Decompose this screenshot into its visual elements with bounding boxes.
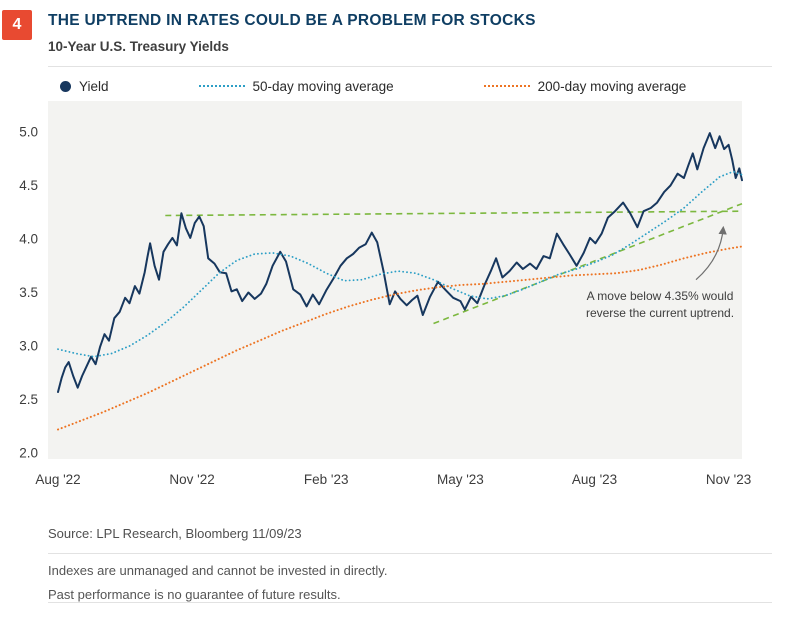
- trendline-support: [433, 202, 743, 325]
- legend-label-200day-ma: 200-day moving average: [537, 78, 687, 94]
- yield-line: [57, 132, 743, 393]
- ma200-line: [57, 245, 743, 431]
- y-tick-label: 3.0: [19, 339, 38, 354]
- chart-area: 5.0 4.5 4.0 3.5 3.0 2.5 2.0 Aug '22 Nov '22 Feb '…: [0, 96, 799, 488]
- y-tick-label: 2.0: [19, 446, 38, 461]
- figure-number-badge: 4: [2, 10, 32, 40]
- ma200-swatch-dotted-line: [483, 85, 530, 87]
- y-tick-label: 5.0: [19, 125, 38, 140]
- ma50-line: [57, 170, 743, 358]
- trendline-resistance: [165, 210, 743, 217]
- legend-item-50day-ma: 50-day moving average: [198, 78, 394, 94]
- x-tick-label: Aug '22: [35, 472, 80, 487]
- footer-divider-top: [48, 553, 772, 554]
- x-tick-label: Nov '22: [169, 472, 214, 487]
- x-tick-label: May '23: [437, 472, 484, 487]
- chart-header: THE UPTREND IN RATES COULD BE A PROBLEM …: [0, 0, 799, 54]
- legend-label-50day-ma: 50-day moving average: [252, 78, 394, 94]
- y-tick-label: 4.5: [19, 178, 38, 193]
- annotation-arrow: [695, 225, 727, 281]
- footer-divider-bottom: [48, 602, 772, 603]
- legend-item-yield: Yield: [60, 79, 109, 94]
- annotation-line-2: reverse the current uptrend.: [585, 305, 735, 320]
- x-tick-label: Feb '23: [304, 472, 349, 487]
- chart-legend: Yield 50-day moving average 200-day movi…: [60, 77, 799, 95]
- chart-canvas: 5.0 4.5 4.0 3.5 3.0 2.5 2.0 Aug '22 Nov '22 Feb '…: [19, 101, 751, 487]
- legend-item-200day-ma: 200-day moving average: [483, 78, 687, 94]
- annotation-line-1: A move below 4.35% would: [586, 289, 734, 303]
- x-tick-label: Nov '23: [706, 472, 751, 487]
- plot-area: [48, 101, 742, 459]
- x-tick-label: Aug '23: [572, 472, 617, 487]
- ma50-swatch-dotted-line: [198, 85, 245, 87]
- trendline-annotation: A move below 4.35% would reverse the cur…: [578, 288, 742, 322]
- legend-label-yield: Yield: [79, 78, 109, 94]
- y-tick-label: 2.5: [19, 392, 38, 407]
- disclaimer-performance: Past performance is no guarantee of futu…: [48, 587, 341, 602]
- y-tick-label: 3.5: [19, 285, 38, 300]
- chart-subtitle: 10-Year U.S. Treasury Yields: [48, 39, 229, 54]
- y-tick-label: 4.0: [19, 232, 38, 247]
- chart-title: THE UPTREND IN RATES COULD BE A PROBLEM …: [48, 12, 536, 29]
- disclaimer-indexes: Indexes are unmanaged and cannot be inve…: [48, 563, 388, 578]
- chart-footer: Source: LPL Research, Bloomberg 11/09/23…: [0, 526, 799, 603]
- yield-swatch-dot: [60, 80, 71, 92]
- header-divider: [48, 66, 772, 67]
- source-text: Source: LPL Research, Bloomberg 11/09/23: [48, 526, 302, 541]
